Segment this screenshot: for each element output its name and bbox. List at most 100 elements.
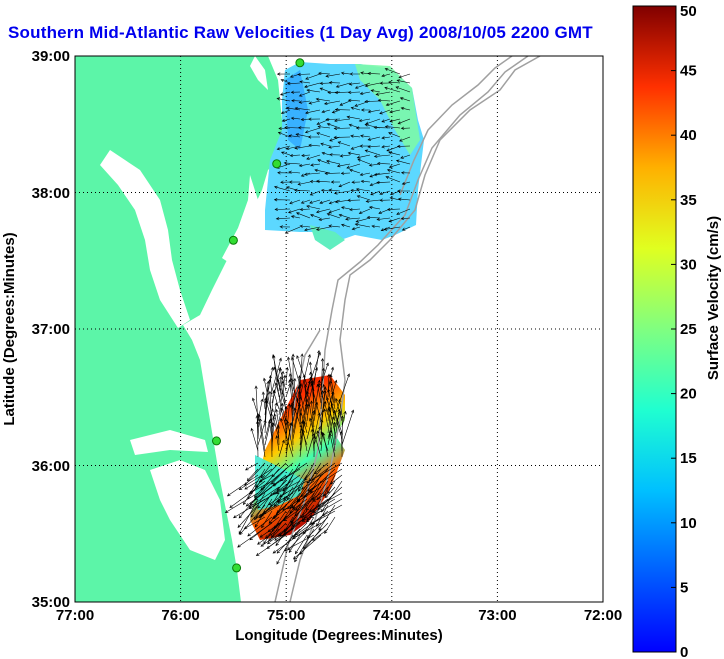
velocity-vector	[306, 88, 321, 93]
velocity-vector	[388, 151, 401, 156]
velocity-vector	[294, 534, 308, 555]
velocity-vector	[358, 208, 371, 214]
velocity-vector	[298, 462, 315, 492]
velocity-vector	[305, 73, 321, 80]
velocity-vector	[291, 353, 295, 392]
velocity-vector	[293, 534, 322, 560]
velocity-vector	[397, 189, 410, 193]
velocity-vector	[358, 118, 371, 123]
velocity-vector	[310, 428, 315, 452]
velocity-vector	[299, 80, 311, 84]
velocity-vector	[272, 355, 280, 398]
velocity-vector	[328, 432, 336, 458]
velocity-vector	[299, 224, 311, 228]
velocity-vector	[395, 86, 411, 93]
velocity-vector	[276, 534, 294, 565]
colorbar-tick-label: 25	[680, 321, 697, 338]
velocity-vector	[257, 480, 287, 509]
velocity-vector	[246, 468, 259, 482]
colorbar-label: Surface Velocity (cm/s)	[705, 216, 722, 380]
velocity-vector	[272, 390, 280, 410]
x-axis: 77:00 76:00 75:00 74:00 73:00 72:00 Long…	[56, 607, 622, 644]
velocity-vector	[336, 163, 351, 168]
velocity-vector	[316, 486, 329, 501]
velocity-vector	[319, 199, 331, 204]
velocity-vector	[385, 100, 401, 106]
velocity-vector	[373, 172, 391, 177]
x-tick-label: 77:00	[56, 607, 94, 624]
velocity-vector	[334, 90, 351, 95]
velocity-vector	[247, 516, 273, 537]
velocity-vector	[261, 391, 266, 410]
velocity-vector	[340, 71, 351, 75]
radar-station-marker	[212, 436, 221, 446]
velocity-vector	[321, 109, 331, 114]
north-field-green-patch	[355, 64, 420, 155]
velocity-vector	[356, 154, 371, 159]
velocity-vector	[370, 89, 381, 93]
velocity-vector	[312, 492, 329, 502]
velocity-vector	[295, 212, 311, 219]
velocity-vector	[338, 181, 351, 188]
velocity-vector	[388, 217, 401, 223]
velocity-vector	[299, 420, 304, 440]
velocity-vector	[310, 400, 315, 428]
velocity-vector	[288, 534, 301, 554]
plot-frame	[74, 55, 604, 603]
velocity-vector	[316, 118, 331, 125]
velocity-vector	[320, 357, 325, 398]
velocity-vector	[388, 80, 401, 84]
velocity-vector	[364, 99, 381, 104]
velocity-vector	[346, 115, 361, 120]
velocity-vector	[384, 125, 401, 129]
velocity-vector	[339, 100, 351, 106]
y-tick-label: 36:00	[32, 458, 70, 475]
velocity-vector	[360, 179, 371, 184]
velocity-vector	[319, 87, 331, 93]
velocity-vector	[397, 118, 411, 125]
velocity-vector	[330, 402, 343, 440]
velocity-vector	[255, 498, 287, 519]
north-field-blue-patch	[285, 70, 308, 150]
velocity-vector	[328, 81, 341, 85]
velocity-vector	[309, 417, 322, 458]
velocity-vector	[278, 374, 287, 416]
velocity-vector	[317, 159, 331, 165]
velocity-vector	[364, 149, 381, 156]
velocity-vector	[367, 145, 381, 149]
velocity-vector	[365, 118, 381, 125]
velocity-vector	[304, 172, 321, 176]
velocity-vector	[341, 409, 355, 446]
velocity-vector	[368, 163, 381, 167]
velocity-vector	[295, 133, 311, 138]
y-tick-label: 38:00	[32, 185, 70, 202]
velocity-vector	[290, 215, 301, 219]
velocity-vector	[386, 207, 401, 212]
pamlico-sound	[150, 460, 225, 560]
velocity-vector	[280, 407, 287, 428]
velocity-vector	[300, 199, 311, 204]
colorbar-tick-label: 40	[680, 127, 697, 144]
velocity-vector	[277, 171, 291, 175]
velocity-vector	[334, 408, 341, 440]
velocity-vector	[324, 486, 336, 499]
velocity-vector	[280, 79, 291, 84]
velocity-vector	[389, 109, 401, 114]
velocity-vector	[260, 528, 287, 547]
velocity-vector	[309, 498, 329, 513]
velocity-vector	[274, 528, 294, 541]
velocity-vector	[288, 170, 301, 174]
velocity-vector	[255, 420, 260, 458]
velocity-vector	[355, 187, 371, 192]
velocity-vector	[323, 408, 329, 428]
velocity-vector	[299, 207, 311, 212]
velocity-vector	[285, 366, 289, 386]
velocity-vector	[276, 72, 291, 76]
velocity-vector	[274, 382, 287, 422]
colorbar-tick-label: 45	[680, 63, 697, 80]
radar-station-marker	[228, 235, 238, 245]
velocity-vector	[327, 416, 335, 440]
velocity-vector	[278, 126, 291, 131]
delaware-bay	[250, 56, 268, 90]
velocity-vector	[329, 474, 343, 485]
